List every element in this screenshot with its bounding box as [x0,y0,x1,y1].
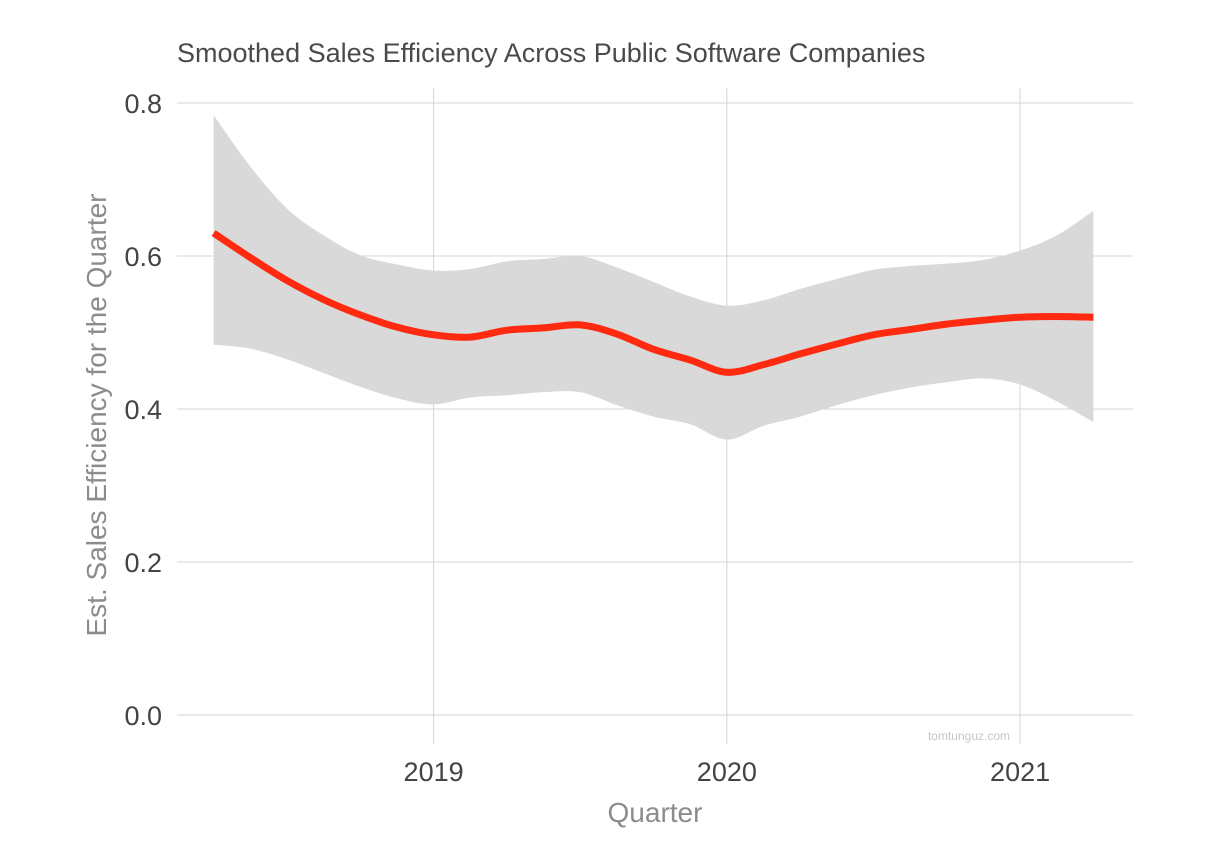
y-tick-label: 0.0 [124,701,162,731]
confidence-band [213,115,1094,440]
chart-title: Smoothed Sales Efficiency Across Public … [177,38,925,68]
series-line [211,230,1094,376]
y-axis-label: Est. Sales Efficiency for the Quarter [81,193,112,636]
y-tick-label: 0.2 [124,548,162,578]
y-tick-label: 0.8 [124,89,162,119]
x-tick-label: 2019 [404,757,464,787]
x-axis-label: Quarter [608,797,703,828]
watermark: tomtunguz.com [928,729,1010,743]
x-tick-label: 2020 [697,757,757,787]
x-tick-label: 2021 [990,757,1050,787]
y-tick-label: 0.6 [124,242,162,272]
smoothed-line-layer [211,230,1094,376]
confidence-band-layer [213,115,1094,440]
y-tick-label: 0.4 [124,395,162,425]
axis-ticks: 0.0 0.2 0.4 0.6 0.8 2019 2020 2021 [124,89,1050,787]
